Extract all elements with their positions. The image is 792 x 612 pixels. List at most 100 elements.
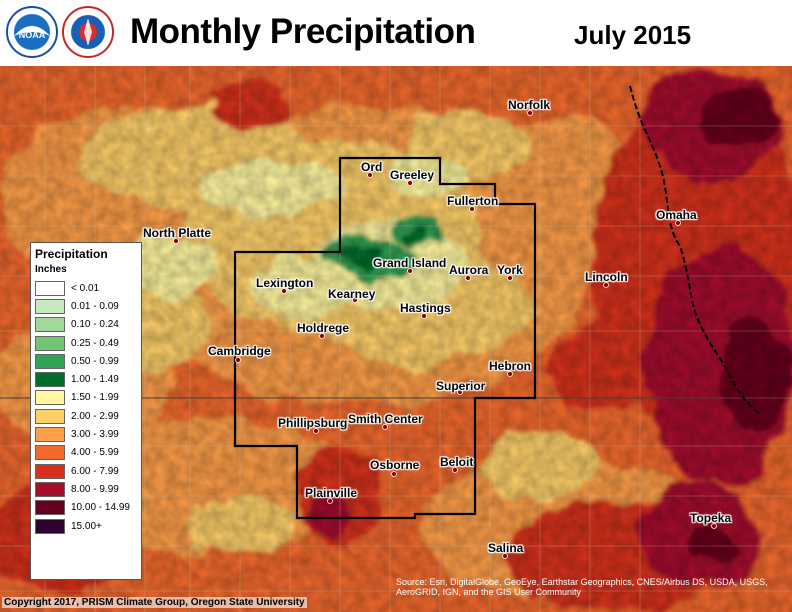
legend-swatch	[35, 335, 65, 351]
city-label: Lexington	[256, 276, 314, 290]
city-marker-icon	[391, 471, 397, 477]
legend-row: 0.50 - 0.99	[35, 352, 137, 370]
city-marker-icon	[452, 467, 458, 473]
city-marker-icon	[319, 333, 325, 339]
legend-swatch	[35, 408, 65, 424]
legend-row: 0.10 - 0.24	[35, 316, 137, 334]
city-marker-icon	[281, 288, 287, 294]
precipitation-legend: Precipitation Inches < 0.01 0.01 - 0.09 0.…	[30, 242, 142, 580]
city-label: North Platte	[143, 226, 212, 240]
legend-swatch	[35, 390, 65, 406]
city-marker-icon	[527, 110, 533, 116]
city-label: Plainville	[305, 486, 358, 500]
city-marker-icon	[382, 424, 388, 430]
legend-swatch	[35, 481, 65, 497]
legend-row: < 0.01	[35, 279, 137, 297]
legend-row: 3.00 - 3.99	[35, 425, 137, 443]
legend-swatch	[35, 317, 65, 333]
city-label: Ord	[361, 160, 383, 174]
legend-label: 4.00 - 5.99	[71, 447, 119, 459]
city-label: Hebron	[489, 359, 531, 373]
city-label: Holdrege	[297, 321, 350, 335]
city-marker-icon	[367, 172, 373, 178]
city-marker-icon	[407, 268, 413, 274]
legend-row: 1.00 - 1.49	[35, 370, 137, 388]
legend-label: < 0.01	[71, 282, 100, 294]
city-marker-icon	[173, 238, 179, 244]
city-label: Hastings	[400, 301, 451, 315]
city-label: Salina	[488, 541, 524, 555]
city-marker-icon	[507, 275, 513, 281]
legend-swatch	[35, 280, 65, 296]
city-marker-icon	[313, 428, 319, 434]
city-label: Osborne	[370, 458, 420, 472]
legend-label: 1.50 - 1.99	[71, 392, 119, 404]
legend-units: Inches	[35, 264, 67, 275]
city-label: Lincoln	[585, 270, 628, 284]
city-marker-icon	[711, 523, 717, 529]
city-label: Topeka	[690, 511, 732, 525]
copyright-credit: Copyright 2017, PRISM Climate Group, Ore…	[2, 597, 307, 608]
city-label: Kearney	[328, 287, 376, 301]
city-marker-icon	[502, 553, 508, 559]
legend-label: 1.00 - 1.49	[71, 374, 119, 386]
legend-swatch	[35, 445, 65, 461]
legend-row: 6.00 - 7.99	[35, 462, 137, 480]
city-label: York	[497, 263, 523, 277]
legend-label: 8.00 - 9.99	[71, 483, 119, 495]
legend-swatch	[35, 463, 65, 479]
city-label: Norfolk	[508, 98, 550, 112]
legend-swatch	[35, 353, 65, 369]
legend-classes: < 0.01 0.01 - 0.09 0.10 - 0.24 0.25 - 0.49 0…	[35, 279, 137, 535]
city-label: Beloit	[440, 455, 474, 469]
city-label: Superior	[436, 379, 486, 393]
legend-label: 0.01 - 0.09	[71, 300, 119, 312]
city-marker-icon	[603, 282, 609, 288]
legend-swatch	[35, 427, 65, 443]
city-marker-icon	[327, 498, 333, 504]
city-marker-icon	[507, 371, 513, 377]
city-marker-icon	[235, 357, 241, 363]
city-marker-icon	[469, 206, 475, 212]
map-title: Monthly Precipitation	[130, 12, 476, 51]
legend-row: 10.00 - 14.99	[35, 499, 137, 517]
city-label: Omaha	[656, 208, 697, 222]
legend-swatch	[35, 500, 65, 516]
city-marker-icon	[352, 297, 358, 303]
legend-label: 10.00 - 14.99	[71, 502, 130, 514]
city-marker-icon	[675, 220, 681, 226]
svg-text:NOAA: NOAA	[19, 30, 46, 40]
city-label: Phillipsburg	[278, 416, 348, 430]
legend-title: Precipitation	[35, 247, 108, 261]
legend-row: 1.50 - 1.99	[35, 389, 137, 407]
legend-row: 15.00+	[35, 517, 137, 535]
legend-label: 0.50 - 0.99	[71, 355, 119, 367]
legend-swatch	[35, 518, 65, 534]
legend-label: 0.25 - 0.49	[71, 337, 119, 349]
city-marker-icon	[407, 180, 413, 186]
legend-label: 6.00 - 7.99	[71, 465, 119, 477]
city-label: Greeley	[390, 168, 435, 182]
legend-row: 0.25 - 0.49	[35, 334, 137, 352]
legend-label: 3.00 - 3.99	[71, 429, 119, 441]
legend-swatch	[35, 372, 65, 388]
legend-row: 2.00 - 2.99	[35, 407, 137, 425]
legend-swatch	[35, 298, 65, 314]
legend-label: 2.00 - 2.99	[71, 410, 119, 422]
legend-row: 0.01 - 0.09	[35, 297, 137, 315]
legend-label: 15.00+	[71, 520, 102, 532]
map-date: July 2015	[574, 20, 692, 50]
city-marker-icon	[421, 313, 427, 319]
city-label: Smith Center	[348, 412, 423, 426]
city-label: Fullerton	[447, 194, 499, 208]
national-weather-service-logo-icon	[62, 6, 114, 58]
legend-label: 0.10 - 0.24	[71, 319, 119, 331]
legend-row: 8.00 - 9.99	[35, 480, 137, 498]
city-marker-icon	[457, 389, 463, 395]
city-marker-icon	[465, 275, 471, 281]
noaa-logo-icon: NOAA	[6, 6, 58, 58]
city-label: Grand Island	[373, 256, 447, 270]
map-header: NOAA Monthly Precipitation July 2015	[0, 0, 792, 66]
basemap-sources: Source: Esri, DigitalGlobe, GeoEye, Eart…	[396, 577, 768, 597]
city-label: Cambridge	[208, 344, 271, 358]
